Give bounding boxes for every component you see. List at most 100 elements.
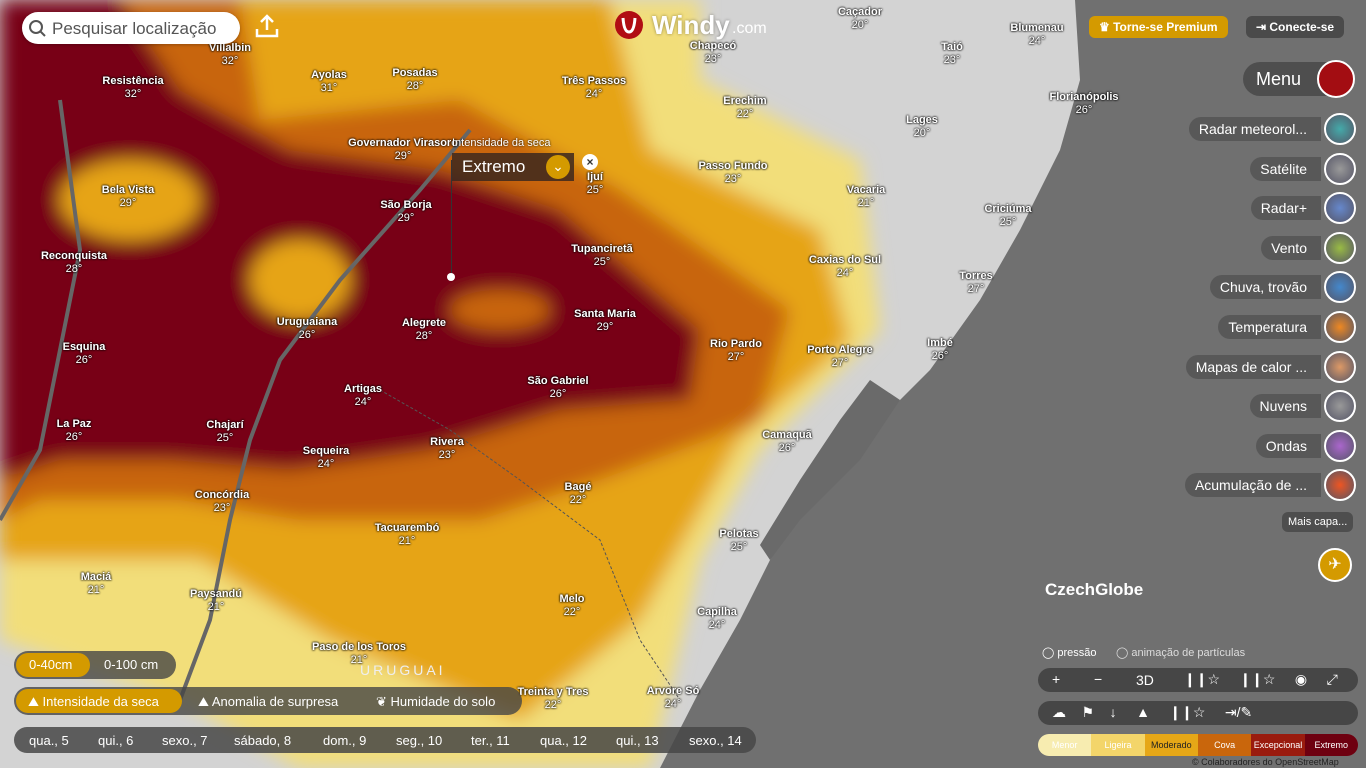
layer-icon	[1324, 113, 1356, 145]
city-label: Paysandú 21°	[190, 588, 242, 614]
3d-button[interactable]: 3D	[1136, 672, 1154, 688]
city-label: Posadas 28°	[392, 67, 437, 93]
picker-chevron[interactable]: ⌄	[546, 155, 570, 179]
zoom-out[interactable]: −	[1094, 671, 1103, 687]
day-label[interactable]: seg., 10	[396, 733, 443, 748]
toggle-label: animação de partículas	[1131, 647, 1246, 659]
menu-button[interactable]: Menu	[1243, 60, 1355, 98]
city-name: Florianópolis	[1049, 91, 1119, 103]
city-temp: 28°	[406, 80, 424, 92]
tool-icons[interactable]: ☁ ⚑ ↓ ▲ ❙❙☆ ⇥/✎	[1052, 704, 1253, 720]
city-name: Maciá	[80, 571, 112, 583]
city-temp: 23°	[724, 173, 742, 185]
picker-close[interactable]: ×	[582, 154, 598, 170]
day-label[interactable]: sexo., 7	[162, 733, 208, 748]
city-name: Torres	[959, 270, 993, 282]
login-label: Conecte-se	[1269, 20, 1335, 34]
city-label: Vacaria 21°	[847, 184, 886, 210]
city-temp: 21°	[87, 584, 105, 596]
city-label: Porto Alegre 27°	[807, 344, 873, 370]
premium-button[interactable]: ♛ Torne-se Premium	[1089, 16, 1228, 38]
city-name: Porto Alegre	[807, 344, 873, 356]
city-label: Tacuarembó 21°	[375, 522, 440, 548]
layer-button[interactable]: Radar meteorol...	[1188, 117, 1321, 141]
search-box[interactable]: Pesquisar localização	[22, 12, 240, 44]
layer-button[interactable]: Radar+	[1250, 196, 1321, 221]
city-temp: 24°	[317, 458, 335, 470]
layer-tab[interactable]: ⛰ Intensidade da seca	[28, 694, 159, 709]
day-label[interactable]: qua., 12	[540, 733, 587, 748]
city-name: Paso de los Toros	[312, 641, 406, 653]
legend-item: Extremo	[1304, 734, 1358, 756]
pressure-toggle[interactable]: ◯ pressão	[1042, 647, 1097, 659]
day-label[interactable]: qui., 6	[98, 733, 134, 748]
city-label: Chapecó 23°	[690, 40, 736, 66]
city-label: Ijuí 25°	[587, 171, 604, 197]
menu-icon	[1317, 60, 1355, 98]
city-temp: 24°	[836, 267, 854, 279]
layer-button[interactable]: Ondas	[1255, 433, 1321, 458]
more-layers[interactable]: Mais capa...	[1282, 512, 1354, 532]
city-label: São Gabriel 26°	[527, 375, 588, 401]
layer-button[interactable]: Chuva, trovão	[1209, 275, 1321, 300]
layer-icon	[1324, 390, 1356, 423]
day-label[interactable]: sexo., 14	[689, 733, 742, 748]
depth-tab[interactable]: 0-40cm	[29, 657, 73, 672]
layer-button[interactable]: Satélite	[1250, 156, 1321, 181]
zoom-in[interactable]: +	[1052, 671, 1061, 687]
day-label[interactable]: dom., 9	[323, 733, 367, 748]
depth-tab[interactable]: 0-100 cm	[104, 657, 159, 672]
layer-tab[interactable]: ❦ Humidade do solo	[376, 694, 496, 709]
city-temp: 28°	[415, 330, 433, 342]
layer-tab[interactable]: ⛰ Anomalia de surpresa	[198, 694, 339, 709]
city-name: Bagé	[564, 481, 592, 493]
layer-button[interactable]: Mapas de calor ...	[1185, 354, 1321, 379]
city-temp: 29°	[119, 197, 137, 209]
city-name: Santa Maria	[574, 308, 636, 320]
city-label: Erechim 22°	[723, 95, 766, 121]
tool-icons[interactable]: ❙❙☆ ❙❙☆ ◉ ⤢	[1184, 671, 1338, 687]
layer-tab-label: Humidade do solo	[390, 694, 496, 709]
logo-icon	[615, 11, 643, 39]
layer-button[interactable]: Nuvens	[1249, 394, 1321, 419]
city-label: Arvore Só 24°	[647, 685, 700, 711]
city-name: Caçador	[837, 6, 883, 18]
city-label: Bagé 22°	[565, 481, 592, 507]
city-temp: 31°	[320, 82, 338, 94]
city-label: Taió 23°	[941, 41, 963, 67]
day-label[interactable]: sábado, 8	[234, 733, 292, 748]
tab-active	[16, 653, 90, 677]
layer-button[interactable]: Acumulação de ...	[1184, 473, 1321, 498]
city-name: Erechim	[723, 95, 767, 107]
layer-button[interactable]: Vento	[1261, 235, 1321, 260]
city-temp: 24°	[1028, 35, 1046, 47]
city-temp: 27°	[831, 357, 849, 369]
city-name: Villalbin	[209, 42, 251, 54]
layer-icon	[1324, 231, 1356, 264]
day-label[interactable]: qui., 13	[616, 733, 659, 748]
city-name: Imbé	[927, 337, 953, 349]
login-button[interactable]: ⇥ Conecte-se	[1246, 16, 1345, 38]
day-label[interactable]: qua., 5	[29, 733, 69, 748]
legend-item: Menor	[1038, 734, 1092, 756]
city-temp: 21°	[398, 535, 416, 547]
city-temp: 29°	[596, 321, 614, 333]
city-label: Resistência 32°	[102, 75, 163, 101]
legend-item: Moderado	[1144, 734, 1198, 756]
city-name: Chapecó	[689, 40, 737, 52]
logo-name: Windy	[652, 10, 730, 40]
day-label[interactable]: ter., 11	[471, 733, 510, 748]
city-temp: 26°	[75, 354, 93, 366]
city-name: Sequeira	[302, 445, 350, 457]
picker-value: Extremo	[462, 157, 526, 176]
flight-button[interactable]: ✈	[1318, 548, 1352, 582]
particles-toggle[interactable]: ◯ animação de partículas	[1116, 647, 1246, 659]
city-label: Pelotas 25°	[719, 528, 758, 554]
city-name: Rio Pardo	[710, 338, 762, 350]
picker-box[interactable]: Extremo ⌄	[452, 153, 574, 181]
map-toolbar: + − 3D ❙❙☆ ❙❙☆ ◉ ⤢	[1038, 668, 1358, 692]
city-name: Camaquã	[762, 429, 812, 441]
share-icon[interactable]	[254, 13, 280, 39]
layer-button[interactable]: Temperatura	[1218, 315, 1321, 339]
city-temp: 26°	[65, 431, 83, 443]
